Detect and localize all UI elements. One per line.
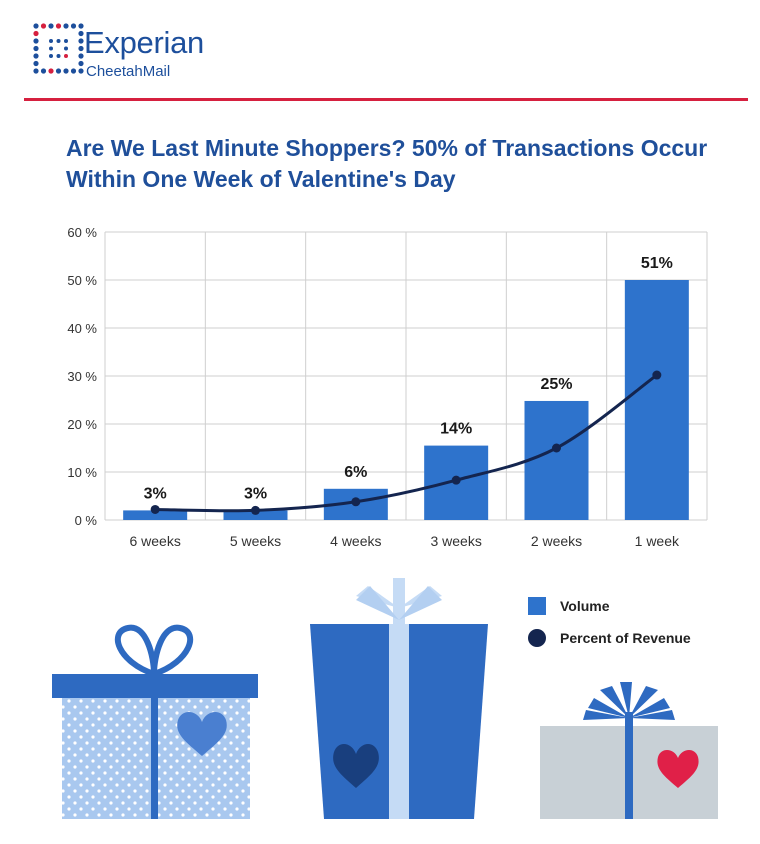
logo-dot xyxy=(64,54,68,58)
logo-dot xyxy=(64,39,68,43)
legend-dot-revenue xyxy=(528,629,546,647)
logo-dot xyxy=(70,23,77,29)
bar-data-label: 3% xyxy=(144,485,167,502)
heart-icon xyxy=(177,711,227,756)
revenue-line-path xyxy=(155,373,658,513)
revenue-point-6-weeks xyxy=(150,504,160,514)
logo-dot xyxy=(78,68,84,74)
logo-dot xyxy=(78,30,84,37)
grey-gift-icon xyxy=(540,682,718,819)
revenue-point-3-weeks xyxy=(451,475,461,485)
brand-name: Experian xyxy=(84,25,204,60)
logo-dot xyxy=(33,53,39,59)
logo-dot xyxy=(64,46,68,51)
logo-dot xyxy=(33,45,39,52)
bar-data-label: 3% xyxy=(244,485,267,502)
bar-data-label: 14% xyxy=(440,421,472,438)
logo-dot xyxy=(63,23,69,29)
legend-label-volume: Volume xyxy=(560,598,610,614)
y-tick-label: 20 % xyxy=(67,417,97,432)
logo-dot xyxy=(78,38,84,44)
x-tick-label: 4 weeks xyxy=(330,533,381,549)
y-tick-label: 0 % xyxy=(75,513,98,528)
logo-dot xyxy=(33,60,39,67)
logo-dot xyxy=(40,23,47,29)
heart-icon xyxy=(333,743,379,788)
x-tick-label: 6 weeks xyxy=(129,533,180,549)
chart-axes: 0 % 10 % 20 % 30 % 40 % 50 % 60 % 6 weeks 5 week… xyxy=(67,225,680,549)
x-tick-label: 1 week xyxy=(635,533,680,549)
legend-item-volume: Volume xyxy=(520,593,740,625)
polka-gift-icon xyxy=(52,624,258,819)
bar-2-weeks xyxy=(524,400,589,520)
y-tick-label: 30 % xyxy=(67,369,97,384)
logo-dot xyxy=(55,68,62,74)
logo-dot xyxy=(55,23,62,29)
bar-1-week xyxy=(624,280,689,520)
bar-line-chart: 3% 3% 6% 14% 25% 51% 0 % 10 % 20 % 30 % 40 % 50 % 6… xyxy=(67,225,708,549)
bar-6-weeks xyxy=(123,510,188,520)
logo-dot xyxy=(78,60,84,67)
bar-data-label: 6% xyxy=(344,464,367,481)
data-labels: 3% 3% 6% 14% 25% 51% xyxy=(144,255,673,502)
logo-dot xyxy=(48,68,54,74)
brand-subname: CheetahMail xyxy=(86,63,171,80)
legend-label-revenue: Percent of Revenue xyxy=(560,630,691,646)
logo-dot xyxy=(70,68,77,74)
revenue-point-1-week xyxy=(652,370,662,380)
x-tick-label: 2 weeks xyxy=(531,533,582,549)
logo-dot xyxy=(33,23,39,29)
logo-dot xyxy=(49,54,53,58)
logo-dot xyxy=(33,30,39,37)
logo-dot xyxy=(48,23,54,29)
bar-5-weeks xyxy=(223,510,288,520)
header-rule xyxy=(24,98,748,101)
bar-data-label: 51% xyxy=(641,255,673,272)
revenue-point-5-weeks xyxy=(251,505,260,515)
logo-dot xyxy=(33,38,39,44)
x-tick-label: 5 weeks xyxy=(230,533,281,549)
y-tick-label: 10 % xyxy=(67,465,97,480)
logo-dot xyxy=(49,39,53,43)
y-tick-label: 50 % xyxy=(67,273,97,288)
chart-title: Are We Last Minute Shoppers? 50% of Tran… xyxy=(66,135,708,192)
logo-dot xyxy=(78,53,84,59)
logo-dot xyxy=(40,68,47,74)
experian-logo-mark-icon xyxy=(33,23,84,74)
logo-dot xyxy=(56,39,61,43)
tall-gift-icon xyxy=(310,578,488,819)
logo-dot xyxy=(63,68,69,74)
x-tick-label: 3 weeks xyxy=(430,533,481,549)
chart-legend: Volume Percent of Revenue xyxy=(520,593,740,657)
gift-illustration xyxy=(52,578,718,819)
logo-dot xyxy=(49,46,53,51)
logo-dot xyxy=(56,54,61,58)
logo-dot xyxy=(78,45,84,52)
y-tick-label: 60 % xyxy=(67,225,97,240)
revenue-point-2-weeks xyxy=(552,443,561,453)
legend-swatch-volume xyxy=(528,597,546,615)
revenue-line xyxy=(150,370,662,515)
revenue-point-4-weeks xyxy=(351,497,361,507)
chart-grid xyxy=(104,231,708,521)
logo-dot xyxy=(33,68,39,74)
heart-icon xyxy=(657,749,699,788)
y-tick-label: 40 % xyxy=(67,321,97,336)
legend-item-revenue: Percent of Revenue xyxy=(520,625,740,657)
logo-dot xyxy=(78,23,84,29)
bar-data-label: 25% xyxy=(540,376,572,393)
